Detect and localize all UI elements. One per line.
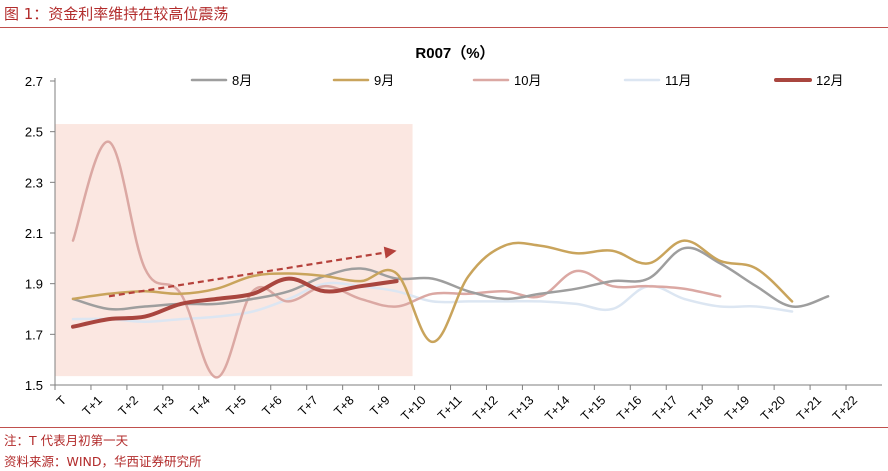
x-tick-label: T+9 [367,393,392,418]
highlight-region [55,124,413,377]
y-tick-label: 2.3 [25,175,43,190]
x-tick-label: T+2 [116,393,141,418]
x-tick-label: T+22 [830,393,860,423]
x-tick-label: T+7 [295,393,320,418]
x-tick-label: T+3 [152,393,177,418]
legend-label-11月: 11月 [665,73,692,88]
legend-label-9月: 9月 [374,73,394,88]
y-tick-label: 2.1 [25,226,43,241]
x-tick-label: T+12 [470,393,500,423]
x-tick-label: T+14 [542,393,572,423]
x-tick-label: T+6 [259,393,284,418]
x-tick-label: T+15 [578,393,608,423]
series-line-12月 [71,276,399,329]
x-tick-label: T [54,393,70,409]
legend-label-10月: 10月 [514,73,541,88]
y-tick-label: 2.7 [25,74,43,89]
x-tick-label: T+10 [398,393,428,423]
series-line-8月 [71,246,830,311]
x-tick-label: T+20 [758,393,788,423]
x-tick-label: T+21 [794,393,824,423]
r007-line-chart: 1.5 1.7 1.9 2.1 2.3 2.5 2.7 T T+1 T+2 T+3 T+4 T+5 T+6… [25,44,882,424]
series-line-9月 [71,239,794,344]
y-tick-label: 1.7 [25,327,43,342]
footer-divider [0,427,888,428]
x-tick-label: T+11 [435,393,465,423]
y-tick-label: 1.5 [25,378,43,393]
x-tick-label: T+13 [506,393,536,423]
chart-title: R007（%） [415,44,494,62]
trend-arrowhead [383,246,397,259]
caption-divider [0,27,888,28]
series-line-10月 [71,140,722,379]
trend-arrow-line [108,251,385,298]
x-tick-label: T+8 [331,393,356,418]
legend-label-12月: 12月 [816,73,843,88]
x-tick-label: T+17 [650,393,680,423]
x-tick-label: T+19 [722,393,752,423]
x-tick-label: T+1 [80,393,105,418]
source-note: 资料来源：WIND，华西证券研究所 [4,454,202,469]
legend-label-8月: 8月 [232,73,252,88]
x-tick-label: T+16 [614,393,644,423]
figure-caption: 图 1：资金利率维持在较高位震荡 [4,5,229,23]
footnote: 注：T 代表月初第一天 [4,433,129,448]
y-tick-label: 1.9 [25,277,43,292]
x-tick-label: T+4 [188,393,213,418]
y-tick-label: 2.5 [25,125,43,140]
x-tick-label: T+5 [224,393,249,418]
x-tick-label: T+18 [686,393,716,423]
